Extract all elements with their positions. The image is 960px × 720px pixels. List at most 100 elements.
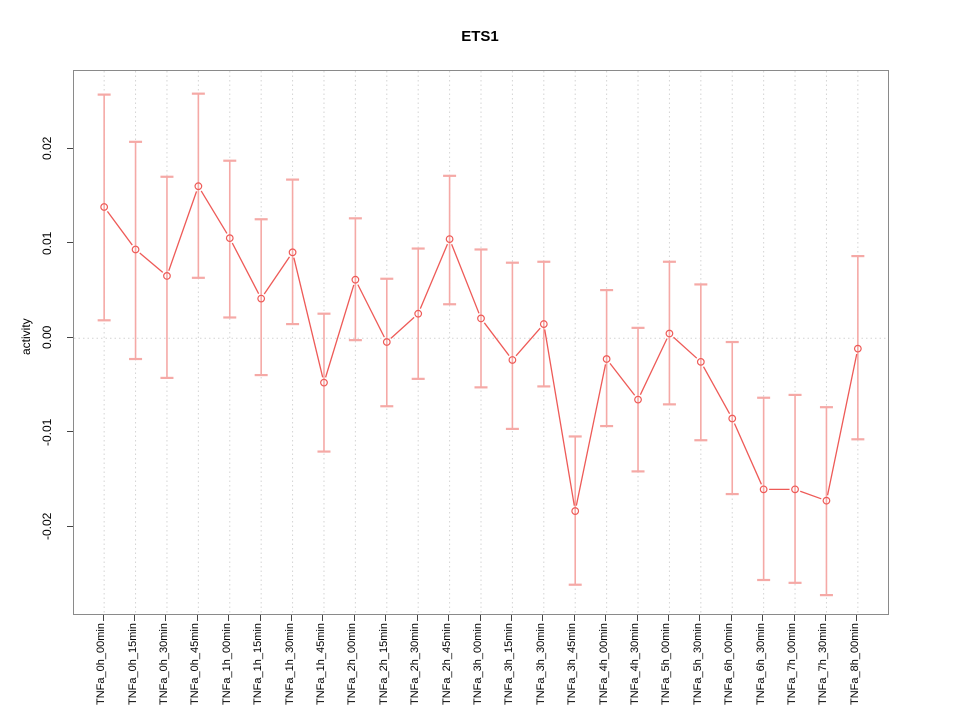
x-tick-label: TNFa_1h_15min (252, 623, 265, 705)
x-axis-tick (793, 615, 795, 621)
data-point-marker (257, 294, 266, 303)
series-line-segment (639, 338, 668, 395)
series-line-segment (451, 243, 480, 314)
data-point-marker (351, 275, 360, 284)
series-line-segment (575, 364, 607, 506)
y-axis-tick (67, 242, 73, 244)
data-point-marker (759, 485, 768, 494)
y-tick-label: -0.02 (40, 512, 54, 540)
x-tick-label: TNFa_3h_45min (566, 623, 579, 705)
x-axis-tick (824, 615, 826, 621)
x-axis-tick (573, 615, 575, 621)
x-tick-label: TNFa_3h_00min (472, 623, 484, 705)
x-tick-label: TNFa_0h_30min (157, 623, 170, 705)
x-tick-label: TNFa_5h_00min (660, 623, 673, 705)
series-line-segment (390, 316, 415, 339)
y-tick-label: -0.01 (40, 418, 54, 446)
series-line-segment (263, 256, 291, 295)
x-axis-tick (730, 615, 732, 621)
series-line-segment (702, 366, 731, 415)
data-point-marker (320, 378, 328, 387)
x-tick-label: TNFa_0h_15min (126, 623, 139, 705)
y-axis-tick (67, 336, 73, 338)
series-line-segment (419, 243, 449, 309)
series-line-segment (673, 336, 698, 359)
x-tick-label: TNFa_3h_15min (503, 623, 516, 705)
x-axis-tick (636, 615, 638, 621)
x-axis-tick (385, 615, 387, 621)
series-line-segment (200, 190, 228, 234)
y-axis-tick (67, 431, 73, 433)
y-tick-label: 0.02 (40, 136, 54, 161)
series-line-segment (357, 284, 385, 338)
data-point-marker (163, 272, 171, 280)
x-tick-label: TNFa_7h_00min (786, 623, 799, 705)
x-axis-tick (762, 615, 764, 621)
data-point-marker (696, 357, 705, 366)
data-point-marker (853, 344, 862, 353)
series-line-segment (168, 191, 198, 271)
data-point-marker (100, 203, 109, 211)
x-tick-label: TNFa_2h_30min (409, 623, 422, 705)
x-tick-label: TNFa_2h_00min (346, 623, 359, 705)
series-line-segment (231, 242, 260, 295)
data-point-marker (382, 338, 391, 346)
series-line-segment (483, 322, 510, 356)
series-line-segment (293, 257, 324, 378)
series-line-segment (106, 211, 133, 246)
x-tick-label: TNFa_5h_30min (691, 623, 704, 705)
series-line-segment (799, 490, 822, 500)
x-axis-tick (667, 615, 669, 621)
x-axis-tick (291, 615, 293, 621)
y-axis-tick (67, 147, 73, 149)
y-axis-tick (67, 525, 73, 527)
x-axis-tick (228, 615, 230, 621)
x-tick-label: TNFa_2h_45min (440, 623, 453, 705)
data-point-marker (194, 182, 203, 191)
data-point-marker (665, 329, 674, 338)
data-point-marker (571, 507, 580, 515)
x-axis-tick (416, 615, 418, 621)
data-point-marker (539, 320, 548, 328)
x-tick-label: TNFa_6h_30min (754, 623, 767, 705)
y-tick-label: 0.01 (40, 231, 54, 255)
series-line-segment (139, 252, 164, 273)
x-axis-tick (542, 615, 544, 621)
x-tick-label: TNFa_1h_00min (220, 623, 233, 705)
data-point-marker (131, 245, 140, 254)
x-tick-label: TNFa_6h_00min (723, 623, 736, 705)
x-axis-tick (856, 615, 858, 621)
x-tick-label: TNFa_1h_45min (314, 623, 327, 705)
x-tick-label: TNFa_1h_30min (283, 623, 296, 705)
data-point-marker (508, 356, 517, 364)
x-axis-tick (259, 615, 261, 621)
x-axis-tick (134, 615, 136, 621)
x-axis-tick (510, 615, 512, 621)
x-tick-label: TNFa_4h_30min (629, 623, 642, 705)
x-axis-tick (699, 615, 701, 621)
x-axis-tick (165, 615, 167, 621)
x-tick-label: TNFa_4h_00min (597, 623, 610, 705)
x-axis-tick (479, 615, 481, 621)
series-line-segment (515, 327, 541, 357)
data-point-marker (634, 395, 642, 404)
x-axis-tick (448, 615, 450, 621)
x-tick-label: TNFa_3h_30min (534, 623, 547, 705)
y-axis-label: activity (19, 318, 33, 356)
x-tick-label: TNFa_7h_30min (817, 623, 830, 705)
plot-area (73, 70, 889, 615)
x-axis-tick (322, 615, 324, 621)
series-line-segment (324, 284, 355, 378)
chart-title: ETS1 (461, 28, 499, 45)
data-point-marker (225, 234, 234, 243)
data-point-marker (728, 414, 737, 423)
x-axis-tick (196, 615, 198, 621)
x-axis-tick (605, 615, 607, 621)
series-line-segment (826, 353, 858, 496)
series-line-segment (733, 423, 763, 485)
x-tick-label: TNFa_2h_15min (377, 623, 390, 705)
plot-svg (74, 71, 888, 614)
x-tick-label: TNFa_8h_00min (848, 623, 861, 705)
x-tick-label: TNFa_0h_45min (189, 623, 202, 705)
